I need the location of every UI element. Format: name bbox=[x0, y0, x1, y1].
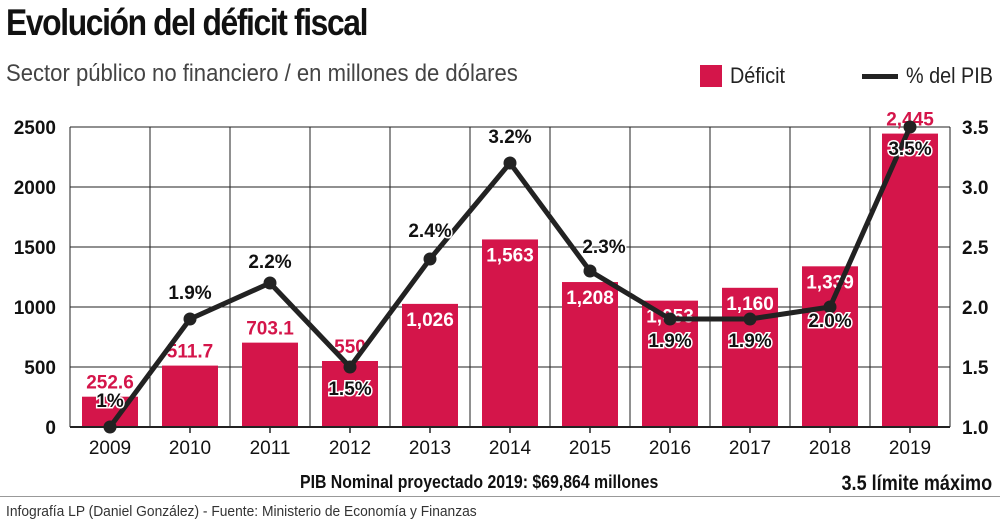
legend-item-deficit: Déficit bbox=[700, 63, 791, 89]
bar-value-label: 511.7 bbox=[167, 342, 214, 363]
pib-point bbox=[903, 120, 917, 134]
x-tick-label: 2012 bbox=[329, 438, 371, 459]
pib-point bbox=[823, 300, 837, 314]
bar-deficit bbox=[242, 342, 298, 427]
bar-value-label: 703.1 bbox=[246, 319, 294, 340]
bar-value-label: 2,445 bbox=[886, 110, 934, 131]
x-tick-label: 2011 bbox=[250, 438, 291, 459]
pib-percent-label: 3.2% bbox=[488, 127, 531, 148]
pib-point bbox=[343, 360, 357, 374]
y-tick-label: 1500 bbox=[14, 238, 56, 259]
y-tick-label: 2500 bbox=[14, 118, 56, 139]
x-tick-label: 2018 bbox=[809, 438, 851, 459]
pib-point bbox=[743, 312, 757, 326]
chart-subtitle: Sector público no financiero / en millon… bbox=[6, 60, 518, 87]
bar-value-label: 1,208 bbox=[566, 288, 614, 309]
legend-line-swatch bbox=[862, 73, 898, 79]
x-tick-label: 2015 bbox=[569, 438, 611, 459]
pib-point bbox=[183, 312, 197, 326]
pib-point bbox=[663, 312, 677, 326]
y2-tick-label: 3.5 bbox=[962, 118, 989, 139]
legend-bar-label: Déficit bbox=[730, 63, 786, 88]
pib-percent-label: 2.2% bbox=[248, 252, 291, 273]
pib-percent-label: 1.9% bbox=[728, 331, 771, 352]
pib-point bbox=[503, 156, 517, 170]
y-tick-label: 500 bbox=[24, 358, 56, 379]
legend-item-pib: % del PIB bbox=[862, 63, 1000, 89]
y-tick-label: 2000 bbox=[14, 178, 56, 199]
x-tick-label: 2017 bbox=[729, 438, 771, 459]
bar-deficit bbox=[562, 282, 618, 427]
y-tick-label: 0 bbox=[45, 418, 56, 439]
pib-point bbox=[103, 420, 117, 434]
pib-percent-label: 2.4% bbox=[408, 221, 451, 242]
y2-tick-label: 2.5 bbox=[962, 238, 989, 259]
x-tick-label: 2014 bbox=[489, 438, 532, 459]
footer-credit: Infografía LP (Daniel González) - Fuente… bbox=[6, 503, 477, 520]
bar-deficit bbox=[482, 239, 538, 427]
bar-deficit bbox=[402, 303, 458, 427]
legend-bar-swatch bbox=[700, 65, 722, 87]
y2-tick-label: 2.0 bbox=[962, 298, 988, 319]
legend-line-label: % del PIB bbox=[906, 63, 993, 88]
bar-value-label: 252.6 bbox=[86, 373, 134, 394]
y2-tick-label: 1.5 bbox=[962, 358, 989, 379]
pib-percent-label: 1.9% bbox=[648, 331, 691, 352]
y2-tick-label: 3.0 bbox=[962, 178, 988, 199]
pib-percent-label: 2.0% bbox=[808, 311, 851, 332]
bar-deficit bbox=[722, 287, 778, 427]
x-tick-label: 2009 bbox=[89, 438, 131, 459]
pib-point bbox=[263, 276, 277, 290]
limit-note: 3.5 límite máximo bbox=[841, 472, 992, 496]
limit-value: 3.5 bbox=[841, 472, 867, 495]
pib-percent-label: 3.5% bbox=[888, 139, 931, 160]
bar-deficit bbox=[802, 266, 858, 427]
x-tick-label: 2013 bbox=[409, 438, 451, 459]
x-tick-label: 2019 bbox=[889, 438, 931, 459]
pib-point bbox=[583, 264, 597, 278]
pib-percent-label: 2.3% bbox=[582, 237, 625, 258]
pib-percent-label: 1.5% bbox=[328, 379, 371, 400]
pib-percent-label: 1% bbox=[96, 391, 124, 412]
x-tick-label: 2016 bbox=[649, 438, 691, 459]
pib-nominal-note: PIB Nominal proyectado 2019: $69,864 mil… bbox=[300, 472, 659, 492]
bar-value-label: 1,563 bbox=[486, 245, 534, 266]
bar-value-label: 1,026 bbox=[406, 310, 454, 331]
x-tick-label: 2010 bbox=[169, 438, 211, 459]
limit-text: límite máximo bbox=[871, 472, 992, 495]
footer-divider bbox=[0, 496, 1000, 497]
y2-tick-label: 1.0 bbox=[962, 418, 988, 439]
y-tick-label: 1000 bbox=[14, 298, 56, 319]
pib-percent-label: 1.9% bbox=[168, 283, 211, 304]
bar-deficit bbox=[882, 133, 938, 427]
pib-point bbox=[423, 252, 437, 266]
chart-title: Evolución del déficit fiscal bbox=[6, 2, 368, 43]
bar-value-label: 1,160 bbox=[726, 294, 774, 315]
bar-deficit bbox=[162, 365, 218, 427]
